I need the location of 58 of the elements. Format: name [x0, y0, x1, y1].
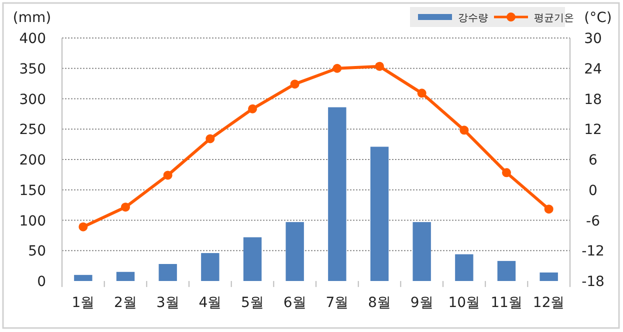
y2-tick-label: 24 [584, 61, 602, 78]
y2-tick-label: 0 [588, 182, 598, 199]
bar [328, 107, 346, 281]
x-tick-label: 2월 [114, 295, 137, 311]
y-tick-label: 100 [19, 213, 46, 230]
x-tick-label: 10월 [448, 295, 480, 311]
point [163, 170, 172, 180]
y-tick-label: 400 [19, 31, 46, 47]
y2-tick-label: -12 [582, 244, 604, 260]
bar [540, 272, 558, 281]
point [206, 134, 215, 144]
point [248, 104, 257, 114]
x-tick-label: 1월 [72, 295, 95, 311]
bar [158, 264, 177, 281]
y-tick-label: 150 [19, 182, 46, 199]
x-tick-label: 11월 [490, 295, 522, 311]
x-tick-label: 5월 [241, 295, 264, 311]
point [78, 222, 88, 232]
y-tick-label: 250 [19, 122, 46, 138]
y2-tick-label: -6 [586, 213, 600, 230]
point [460, 126, 469, 135]
x-tick-label: 9월 [410, 295, 434, 311]
y2-tick-label: -18 [582, 274, 604, 290]
y-tick-label: 50 [28, 244, 46, 260]
x-tick-label: 4월 [198, 295, 222, 311]
point [121, 202, 130, 212]
y-tick-label: 350 [19, 61, 46, 78]
y-tick-label: 0 [37, 274, 46, 290]
legend-label: 강수량 [458, 13, 488, 24]
x-tick-label: 8월 [368, 295, 391, 311]
bar [243, 237, 262, 281]
y2-tick-label: 6 [588, 152, 598, 168]
x-tick-label: 7월 [326, 295, 349, 311]
point [290, 80, 300, 89]
bar [370, 146, 389, 281]
point [544, 204, 554, 214]
y-tick-label: 300 [19, 92, 46, 108]
bar [74, 274, 92, 281]
y2-axis-title: (°C) [584, 10, 612, 26]
y2-tick-label: 30 [584, 31, 602, 47]
x-tick-label: 3월 [156, 295, 180, 311]
y2-tick-label: 12 [584, 122, 602, 138]
y-tick-label: 200 [19, 152, 46, 168]
bar [455, 254, 474, 281]
legend-label: 평균기온 [534, 13, 574, 24]
bar [497, 260, 516, 281]
x-tick-label: 6월 [283, 295, 306, 311]
bar [201, 253, 220, 281]
x-tick-label: 12월 [532, 295, 565, 311]
point [417, 88, 426, 98]
bar [286, 222, 304, 281]
point [375, 62, 384, 71]
bar [116, 272, 135, 281]
y-axis-title: (mm) [12, 10, 52, 26]
bar [412, 222, 431, 281]
y2-tick-label: 18 [584, 92, 602, 108]
point [332, 64, 342, 73]
point [502, 168, 511, 178]
